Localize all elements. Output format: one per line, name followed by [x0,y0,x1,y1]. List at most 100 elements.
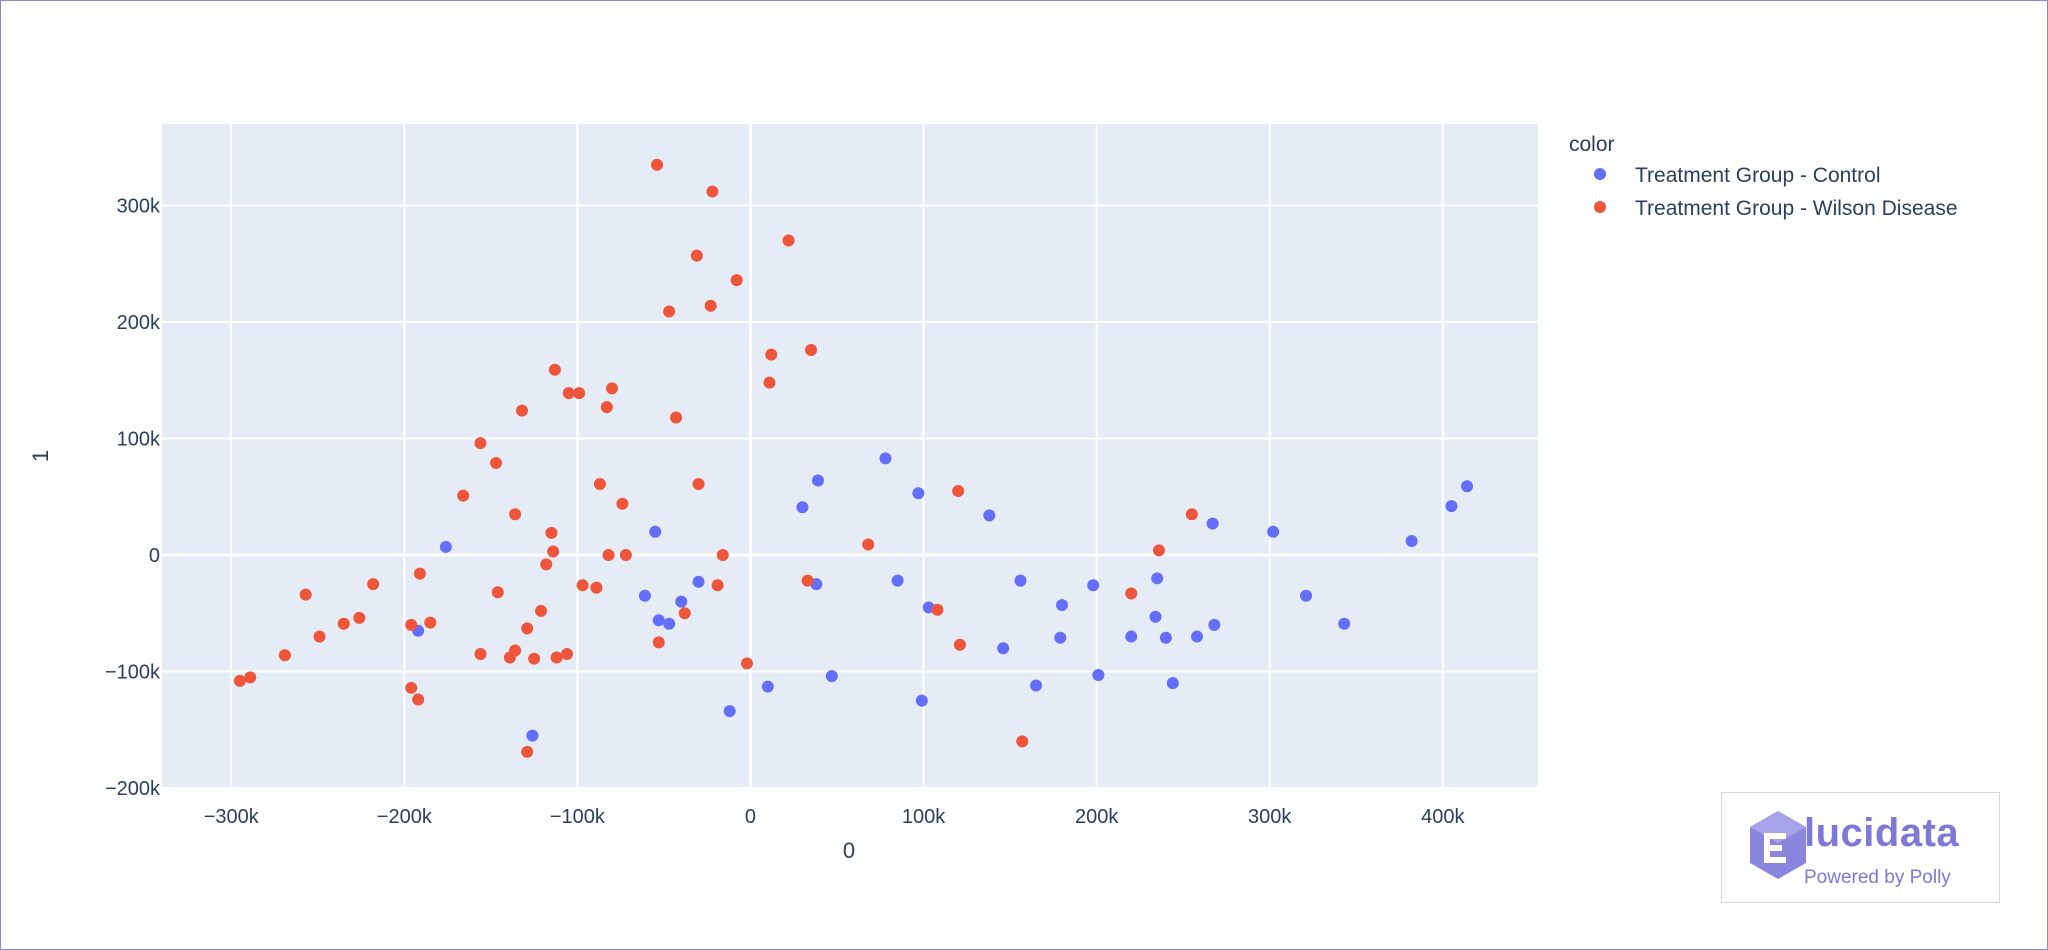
wilson-disease-point[interactable] [474,648,487,661]
wilson-disease-point[interactable] [801,574,814,587]
wilson-disease-point[interactable] [540,558,553,571]
wilson-disease-point[interactable] [521,745,534,758]
legend-marker[interactable] [1594,201,1606,213]
wilson-disease-point[interactable] [741,657,754,670]
wilson-disease-point[interactable] [413,567,426,580]
wilson-disease-point[interactable] [690,249,703,262]
control-point[interactable] [1151,572,1164,585]
wilson-disease-point[interactable] [299,588,312,601]
wilson-disease-point[interactable] [952,484,965,497]
wilson-disease-point[interactable] [805,343,818,356]
wilson-disease-point[interactable] [765,348,778,361]
wilson-disease-point[interactable] [548,363,561,376]
control-point[interactable] [663,617,676,630]
wilson-disease-point[interactable] [782,234,795,247]
wilson-disease-point[interactable] [367,578,380,591]
wilson-disease-point[interactable] [600,401,613,414]
control-point[interactable] [825,670,838,683]
wilson-disease-point[interactable] [516,404,529,417]
wilson-disease-point[interactable] [405,618,418,631]
control-point[interactable] [912,487,925,500]
wilson-disease-point[interactable] [490,456,503,469]
wilson-disease-point[interactable] [545,526,558,539]
wilson-disease-point[interactable] [547,545,560,558]
wilson-disease-point[interactable] [313,630,326,643]
wilson-disease-point[interactable] [1016,735,1029,748]
wilson-disease-point[interactable] [862,538,875,551]
control-point[interactable] [1125,630,1138,643]
control-point[interactable] [1208,618,1221,631]
control-point[interactable] [983,509,996,522]
control-point[interactable] [1338,617,1351,630]
wilson-disease-point[interactable] [931,603,944,616]
wilson-disease-point[interactable] [711,579,724,592]
legend-items[interactable]: Treatment Group - Control Treatment Group… [1594,164,1958,220]
wilson-disease-point[interactable] [953,638,966,651]
wilson-disease-point[interactable] [1125,587,1138,600]
control-point[interactable] [796,501,809,514]
control-point[interactable] [1149,610,1162,623]
wilson-disease-point[interactable] [244,671,257,684]
wilson-disease-point[interactable] [405,681,418,694]
wilson-disease-point[interactable] [353,611,366,624]
control-point[interactable] [915,694,928,707]
wilson-disease-point[interactable] [1152,544,1165,557]
control-point[interactable] [1056,599,1069,612]
wilson-disease-point[interactable] [528,652,541,665]
wilson-disease-point[interactable] [602,549,615,562]
control-point[interactable] [1159,631,1172,644]
wilson-disease-point[interactable] [692,477,705,490]
control-point[interactable] [1206,517,1219,530]
legend-label[interactable]: Treatment Group - Wilson Disease [1635,197,1958,220]
control-point[interactable] [761,680,774,693]
control-point[interactable] [649,525,662,538]
control-point[interactable] [1087,579,1100,592]
wilson-disease-point[interactable] [606,382,619,395]
wilson-disease-point[interactable] [562,387,575,400]
wilson-disease-point[interactable] [678,607,691,620]
wilson-disease-point[interactable] [509,508,522,521]
wilson-disease-point[interactable] [706,185,719,198]
wilson-disease-point[interactable] [337,617,350,630]
control-point[interactable] [439,540,452,553]
control-point[interactable] [526,729,539,742]
wilson-disease-point[interactable] [491,586,504,599]
wilson-disease-point[interactable] [550,651,563,664]
wilson-disease-point[interactable] [590,581,603,594]
control-point[interactable] [891,574,904,587]
control-point[interactable] [692,575,705,588]
wilson-disease-point[interactable] [652,636,665,649]
wilson-disease-point[interactable] [593,477,606,490]
wilson-disease-point[interactable] [663,305,676,318]
wilson-disease-point[interactable] [670,411,683,424]
wilson-disease-point[interactable] [730,274,743,287]
wilson-disease-point[interactable] [233,674,246,687]
wilson-disease-point[interactable] [561,648,574,661]
wilson-disease-point[interactable] [474,437,487,450]
control-point[interactable] [1191,630,1204,643]
wilson-disease-point[interactable] [651,158,664,171]
elucidata-logo[interactable]: lucidata Powered by Polly [1721,792,2000,903]
control-point[interactable] [1092,669,1105,682]
wilson-disease-point[interactable] [503,651,516,664]
wilson-disease-point[interactable] [573,387,586,400]
control-point[interactable] [1030,679,1043,692]
wilson-disease-point[interactable] [457,489,470,502]
wilson-disease-point[interactable] [1185,508,1198,521]
wilson-disease-point[interactable] [616,497,629,510]
control-point[interactable] [1166,677,1179,690]
control-point[interactable] [652,614,665,627]
legend[interactable]: color Treatment Group - ControlTreatment… [1569,133,1958,220]
control-point[interactable] [1461,480,1474,493]
wilson-disease-point[interactable] [763,376,776,389]
wilson-disease-point[interactable] [535,604,548,617]
control-point[interactable] [1300,589,1313,602]
control-point[interactable] [723,705,736,718]
control-point[interactable] [638,589,651,602]
wilson-disease-point[interactable] [412,693,425,706]
control-point[interactable] [1267,525,1280,538]
wilson-disease-point[interactable] [278,649,291,662]
control-point[interactable] [811,474,824,487]
wilson-disease-point[interactable] [619,549,632,562]
control-point[interactable] [1014,574,1027,587]
